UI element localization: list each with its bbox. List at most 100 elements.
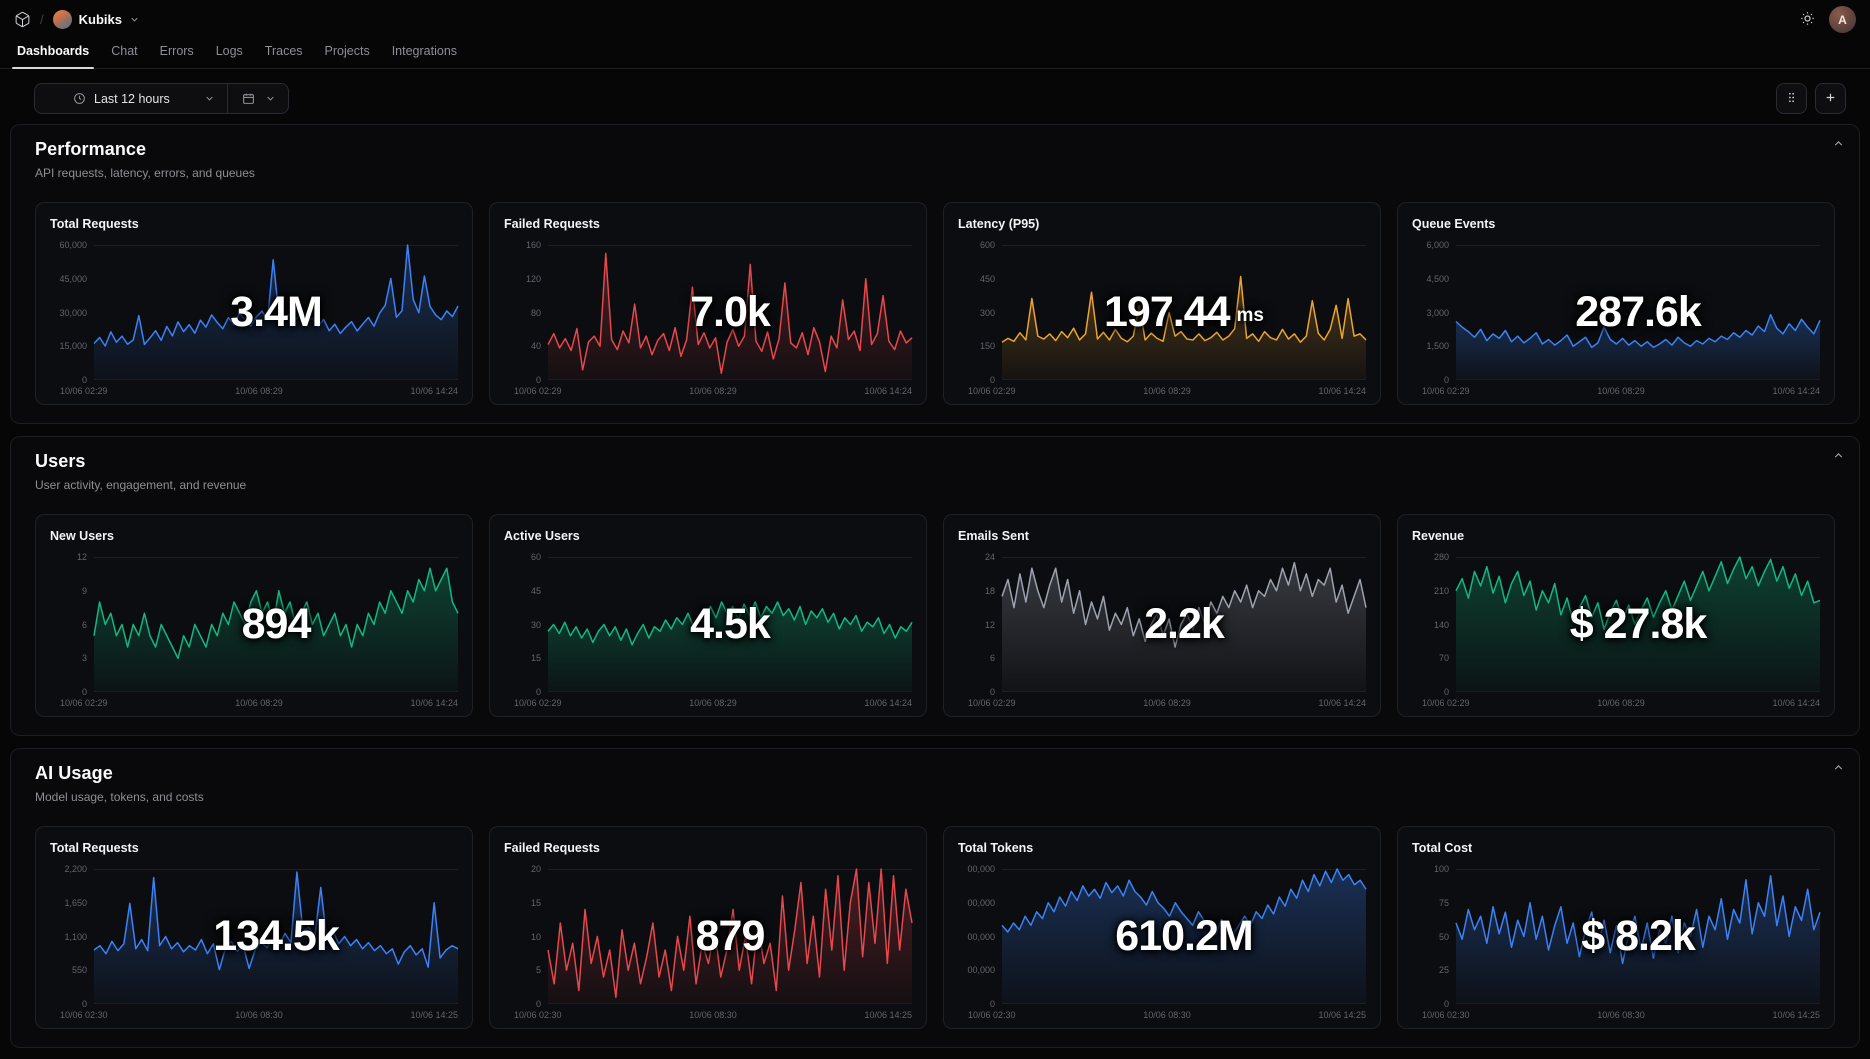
- y-axis-tick: 160: [525, 240, 541, 250]
- chart-area: 280 210 140 70 0 $ 27.8k: [1412, 552, 1820, 697]
- x-axis: 10/06 02:29 10/06 08:29 10/06 14:24: [50, 380, 458, 396]
- y-axis-tick: 60: [530, 552, 541, 562]
- section-subtitle: Model usage, tokens, and costs: [35, 790, 204, 804]
- metric-card-performance-queue-events[interactable]: Queue Events 6,000 4,500 3,000 1,500 0 287.6k 1…: [1397, 202, 1835, 405]
- x-axis-tick: 10/06 08:29: [1597, 698, 1645, 708]
- metric-card-title: Queue Events: [1412, 217, 1496, 231]
- chart-area: 00,000 00,000 00,000 00,000 0 610.2M: [958, 864, 1366, 1009]
- y-axis-tick: 25: [1438, 965, 1449, 976]
- tab-errors[interactable]: Errors: [151, 35, 203, 68]
- metric-card-performance-failed-requests[interactable]: Failed Requests 160 120 80 40 0 7.0k 10/06 02:2…: [489, 202, 927, 405]
- collapse-section-button[interactable]: [1832, 449, 1845, 462]
- y-axis-tick: 50: [1438, 931, 1449, 942]
- x-axis-tick: 10/06 14:24: [1772, 386, 1820, 396]
- x-axis-tick: 10/06 08:29: [1143, 386, 1191, 396]
- y-axis-tick: 15: [530, 897, 541, 908]
- tab-dashboards[interactable]: Dashboards: [8, 35, 98, 69]
- metric-card-ai-usage-failed-requests[interactable]: Failed Requests 20 15 10 5 0 879 10/06 02:30 10/…: [489, 826, 927, 1029]
- theme-toggle-button[interactable]: [1800, 11, 1815, 29]
- metric-card-ai-usage-total-tokens[interactable]: Total Tokens 00,000 00,000 00,000 00,000 0 610…: [943, 826, 1381, 1029]
- tab-traces[interactable]: Traces: [256, 35, 312, 68]
- y-axis-tick: 1,100: [64, 931, 87, 942]
- top-bar-actions: A: [1800, 6, 1856, 33]
- metric-card-title: Revenue: [1412, 529, 1465, 543]
- x-axis-tick: 10/06 08:29: [1597, 386, 1645, 396]
- x-axis: 10/06 02:30 10/06 08:30 10/06 14:25: [50, 1004, 458, 1020]
- calendar-button[interactable]: [228, 84, 288, 113]
- y-axis-tick: 6: [81, 619, 87, 630]
- sparkline-chart: 134.5k: [94, 869, 458, 1004]
- y-axis: 6,000 4,500 3,000 1,500 0: [1412, 240, 1456, 385]
- y-axis-tick: 140: [1433, 619, 1449, 630]
- sparkline-chart: 4.5k: [548, 557, 912, 692]
- y-axis-tick: 2,200: [64, 864, 87, 874]
- sparkline-chart: $ 27.8k: [1456, 557, 1820, 692]
- metric-card-grid: New Users 12 9 6 3 0 894 10/06 02:29 10/06 08:29…: [23, 514, 1847, 717]
- metric-card-users-active-users[interactable]: Active Users 60 45 30 15 0 4.5k 10/06 02:29 10/0…: [489, 514, 927, 717]
- chart-area: 60,000 45,000 30,000 15,000 0 3.4M: [50, 240, 458, 385]
- x-axis-tick: 10/06 02:30: [968, 1010, 1016, 1020]
- tab-logs[interactable]: Logs: [207, 35, 252, 68]
- y-axis-tick: 0: [81, 687, 87, 697]
- y-axis-tick: 6: [989, 653, 995, 664]
- top-bar: / Kubiks A: [0, 0, 1870, 35]
- chevron-down-icon: [265, 93, 276, 104]
- plus-icon: [1824, 91, 1837, 107]
- metric-card-ai-usage-total-requests[interactable]: Total Requests 2,200 1,650 1,100 550 0 134.5k 1…: [35, 826, 473, 1029]
- sparkline-chart: 7.0k: [548, 245, 912, 380]
- collapse-section-button[interactable]: [1832, 761, 1845, 774]
- x-axis: 10/06 02:29 10/06 08:29 10/06 14:24: [1412, 692, 1820, 708]
- dashboard-sections: Performance API requests, latency, errors…: [0, 124, 1870, 1048]
- y-axis-tick: 40: [530, 341, 541, 352]
- x-axis-tick: 10/06 14:24: [1318, 386, 1366, 396]
- chart-area: 100 75 50 25 0 $ 8.2k: [1412, 864, 1820, 1009]
- x-axis-tick: 10/06 08:29: [689, 698, 737, 708]
- tab-integrations[interactable]: Integrations: [383, 35, 466, 68]
- y-axis-tick: 0: [1443, 999, 1449, 1009]
- y-axis-tick: 00,000: [967, 864, 995, 874]
- y-axis-tick: 210: [1433, 585, 1449, 596]
- chart-area: 600 450 300 150 0 197.44 ms: [958, 240, 1366, 385]
- x-axis-tick: 10/06 02:29: [1422, 386, 1470, 396]
- breadcrumb: / Kubiks: [14, 10, 140, 29]
- sparkline-chart: 2.2k: [1002, 557, 1366, 692]
- collapse-section-button[interactable]: [1832, 137, 1845, 150]
- x-axis-tick: 10/06 08:30: [1597, 1010, 1645, 1020]
- chart-area: 24 18 12 6 0 2.2k: [958, 552, 1366, 697]
- x-axis: 10/06 02:30 10/06 08:30 10/06 14:25: [958, 1004, 1366, 1020]
- y-axis: 20 15 10 5 0: [504, 864, 548, 1009]
- y-axis-tick: 3,000: [1426, 307, 1449, 318]
- section-subtitle: User activity, engagement, and revenue: [35, 478, 247, 492]
- workspace-switcher[interactable]: Kubiks: [52, 10, 140, 29]
- time-range-button[interactable]: Last 12 hours: [35, 84, 227, 113]
- y-axis-tick: 280: [1433, 552, 1449, 562]
- x-axis-tick: 10/06 02:30: [1422, 1010, 1470, 1020]
- y-axis-tick: 0: [1443, 375, 1449, 385]
- metric-card-ai-usage-total-cost[interactable]: Total Cost 100 75 50 25 0 $ 8.2k 10/06 02:30 10/…: [1397, 826, 1835, 1029]
- user-avatar[interactable]: A: [1829, 6, 1856, 33]
- x-axis-tick: 10/06 14:24: [864, 698, 912, 708]
- y-axis-tick: 3: [81, 653, 87, 664]
- y-axis-tick: 30: [530, 619, 541, 630]
- y-axis: 12 9 6 3 0: [50, 552, 94, 697]
- add-widget-button[interactable]: [1815, 83, 1846, 114]
- tab-chat[interactable]: Chat: [102, 35, 146, 68]
- metric-card-performance-latency-p95[interactable]: Latency (P95) 600 450 300 150 0 197.44 ms 10/06 …: [943, 202, 1381, 405]
- metric-card-performance-total-requests[interactable]: Total Requests 60,000 45,000 30,000 15,000 0 3…: [35, 202, 473, 405]
- app-logo-icon[interactable]: [14, 11, 31, 28]
- y-axis: 280 210 140 70 0: [1412, 552, 1456, 697]
- x-axis: 10/06 02:29 10/06 08:29 10/06 14:24: [958, 380, 1366, 396]
- y-axis-tick: 10: [530, 931, 541, 942]
- y-axis-tick: 75: [1438, 897, 1449, 908]
- tab-projects[interactable]: Projects: [316, 35, 379, 68]
- metric-card-users-emails-sent[interactable]: Emails Sent 24 18 12 6 0 2.2k 10/06 02:29 10/06 …: [943, 514, 1381, 717]
- primary-nav: Dashboards Chat Errors Logs Traces Projects In…: [0, 35, 1870, 69]
- y-axis: 00,000 00,000 00,000 00,000 0: [958, 864, 1002, 1009]
- grid-layout-button[interactable]: [1776, 83, 1807, 114]
- metric-card-users-new-users[interactable]: New Users 12 9 6 3 0 894 10/06 02:29 10/06 08:29…: [35, 514, 473, 717]
- y-axis-tick: 12: [76, 552, 87, 562]
- y-axis-tick: 45: [530, 585, 541, 596]
- metric-card-users-revenue[interactable]: Revenue 280 210 140 70 0 $ 27.8k 10/06 02:29 10/…: [1397, 514, 1835, 717]
- chart-area: 12 9 6 3 0 894: [50, 552, 458, 697]
- metric-card-title: Total Cost: [1412, 841, 1473, 855]
